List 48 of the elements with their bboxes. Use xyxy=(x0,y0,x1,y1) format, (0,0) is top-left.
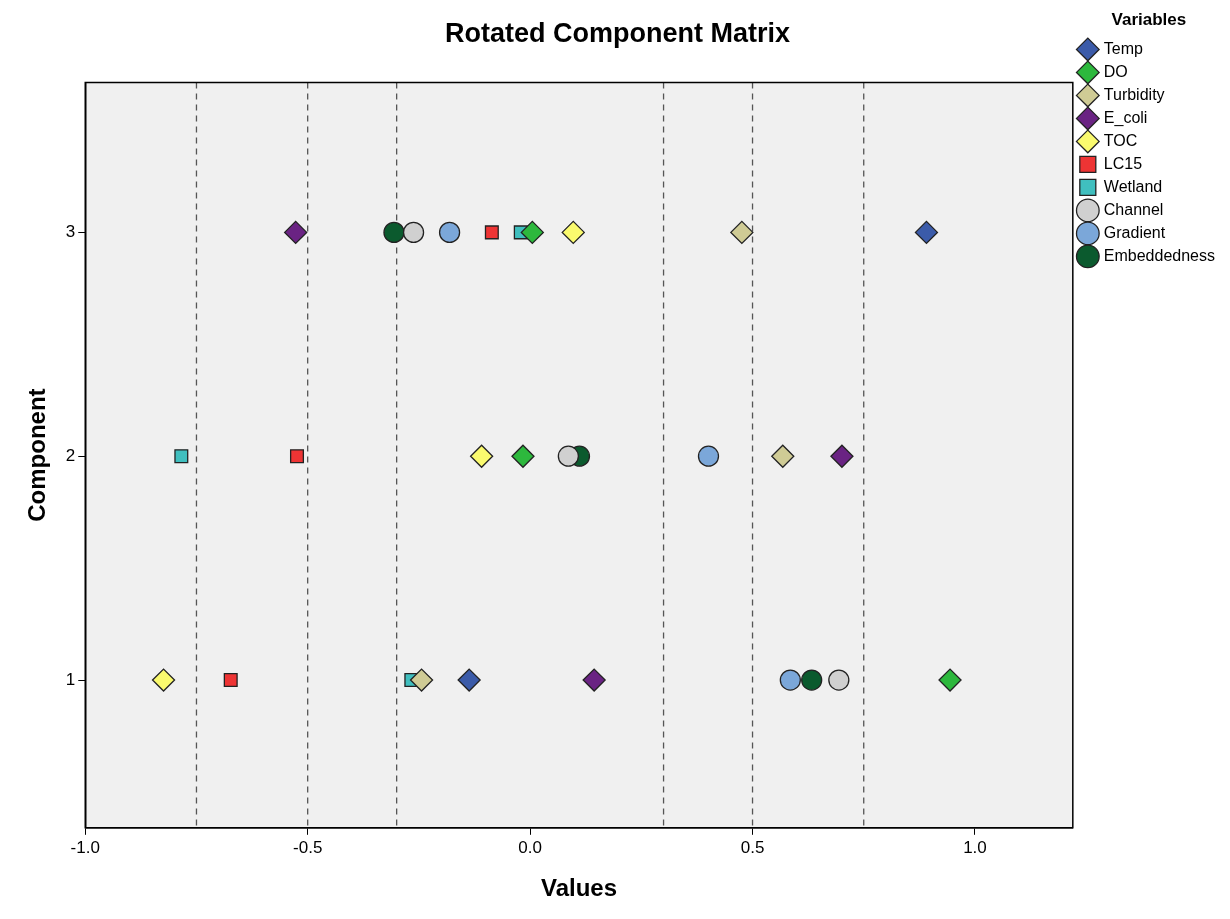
legend-label: Temp xyxy=(1103,39,1144,57)
x-tick-label: 0.0 xyxy=(518,837,542,857)
point xyxy=(730,220,754,245)
point xyxy=(511,444,535,468)
point xyxy=(174,449,189,464)
x-tick-label: -0.5 xyxy=(293,837,323,857)
point xyxy=(484,225,499,240)
point xyxy=(520,220,544,245)
point xyxy=(914,220,939,245)
y-tick-label: 1 xyxy=(65,669,76,689)
legend-label: Embeddedness xyxy=(1103,246,1215,264)
legend-title: Variables xyxy=(1111,10,1187,30)
point xyxy=(383,221,405,244)
chart-title: Rotated Component Matrix xyxy=(444,17,791,48)
point xyxy=(223,673,238,688)
point xyxy=(830,444,854,468)
point xyxy=(284,220,308,245)
point xyxy=(409,668,434,692)
legend-label: Channel xyxy=(1103,200,1164,218)
point xyxy=(801,669,823,691)
point xyxy=(938,668,962,692)
y-axis-title: Component xyxy=(23,388,51,522)
x-tick-label: -1.0 xyxy=(70,837,100,857)
point xyxy=(771,444,795,468)
point xyxy=(557,445,580,467)
legend-label: TOC xyxy=(1103,131,1138,149)
legend-label: Wetland xyxy=(1103,177,1163,195)
point xyxy=(561,220,585,245)
x-tick-label: 0.5 xyxy=(740,837,765,857)
point xyxy=(438,221,461,244)
point xyxy=(779,669,801,691)
point xyxy=(151,668,176,692)
legend-label: E_coli xyxy=(1103,108,1148,127)
legend-label: DO xyxy=(1103,62,1128,80)
y-tick-label: 3 xyxy=(65,222,76,242)
point xyxy=(697,445,720,467)
point xyxy=(828,669,850,691)
point xyxy=(582,668,606,692)
x-axis-title: Values xyxy=(541,874,618,902)
y-tick-label: 2 xyxy=(65,445,76,465)
legend-label: LC15 xyxy=(1103,154,1143,172)
legend-label: Gradient xyxy=(1103,223,1166,241)
point xyxy=(457,668,481,692)
point xyxy=(402,221,425,244)
point xyxy=(289,449,305,464)
x-tick-label: 1.0 xyxy=(963,837,987,857)
point xyxy=(469,444,494,468)
legend-label: Turbidity xyxy=(1103,85,1165,103)
